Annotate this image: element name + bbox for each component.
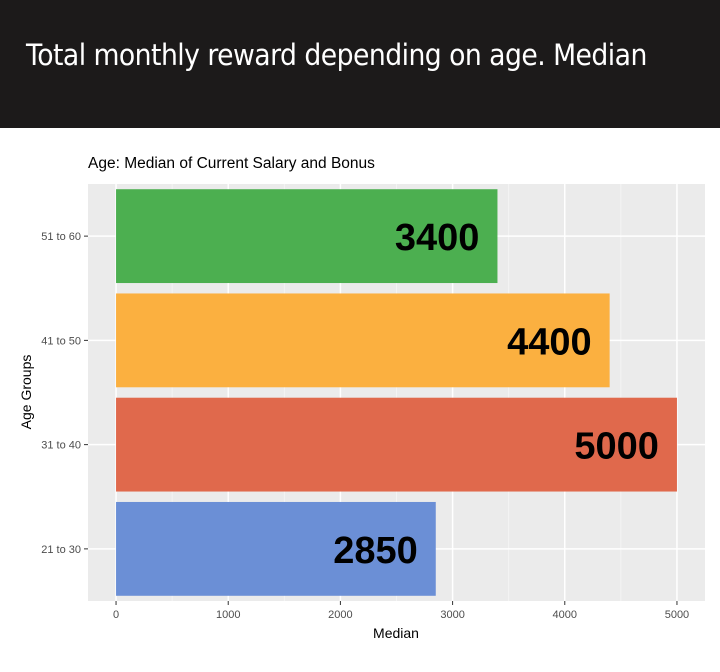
data-labels-group: 2850 5000 4400 3400 [333,217,659,572]
bar-21-to-30 [116,501,436,596]
bar-value-label: 4400 [507,321,592,363]
bar-value-label: 2850 [333,530,418,572]
bars-group [116,189,677,596]
y-tick-label: 31 to 40 [41,440,81,452]
bar-chart: Age: Median of Current Salary and Bonus … [18,155,705,641]
x-tick-label: 4000 [553,609,577,621]
x-axis-label: Median [373,625,419,641]
header-title: Total monthly reward depending on age. M… [26,38,647,72]
y-tick-label: 41 to 50 [41,335,81,347]
y-axis-label: Age Groups [18,355,34,430]
y-tick-label: 51 to 60 [41,231,81,243]
y-axis: 21 to 30 31 to 40 41 to 50 51 to 60 [41,231,88,556]
bar-41-to-50 [116,293,610,388]
chart-container: Age: Median of Current Salary and Bonus … [0,128,720,667]
x-tick-label: 5000 [665,609,689,621]
bar-value-label: 5000 [574,426,659,468]
bar-51-to-60 [116,189,498,284]
x-tick-label: 3000 [440,609,464,621]
x-axis: 0 1000 2000 3000 4000 5000 [113,601,689,621]
header-banner: Total monthly reward depending on age. M… [0,0,720,128]
x-tick-label: 1000 [216,609,240,621]
bar-31-to-40 [116,397,677,492]
bar-value-label: 3400 [395,217,480,259]
chart-title: Age: Median of Current Salary and Bonus [88,155,375,172]
x-tick-label: 2000 [328,609,352,621]
y-tick-label: 21 to 30 [41,544,81,556]
x-tick-label: 0 [113,609,119,621]
